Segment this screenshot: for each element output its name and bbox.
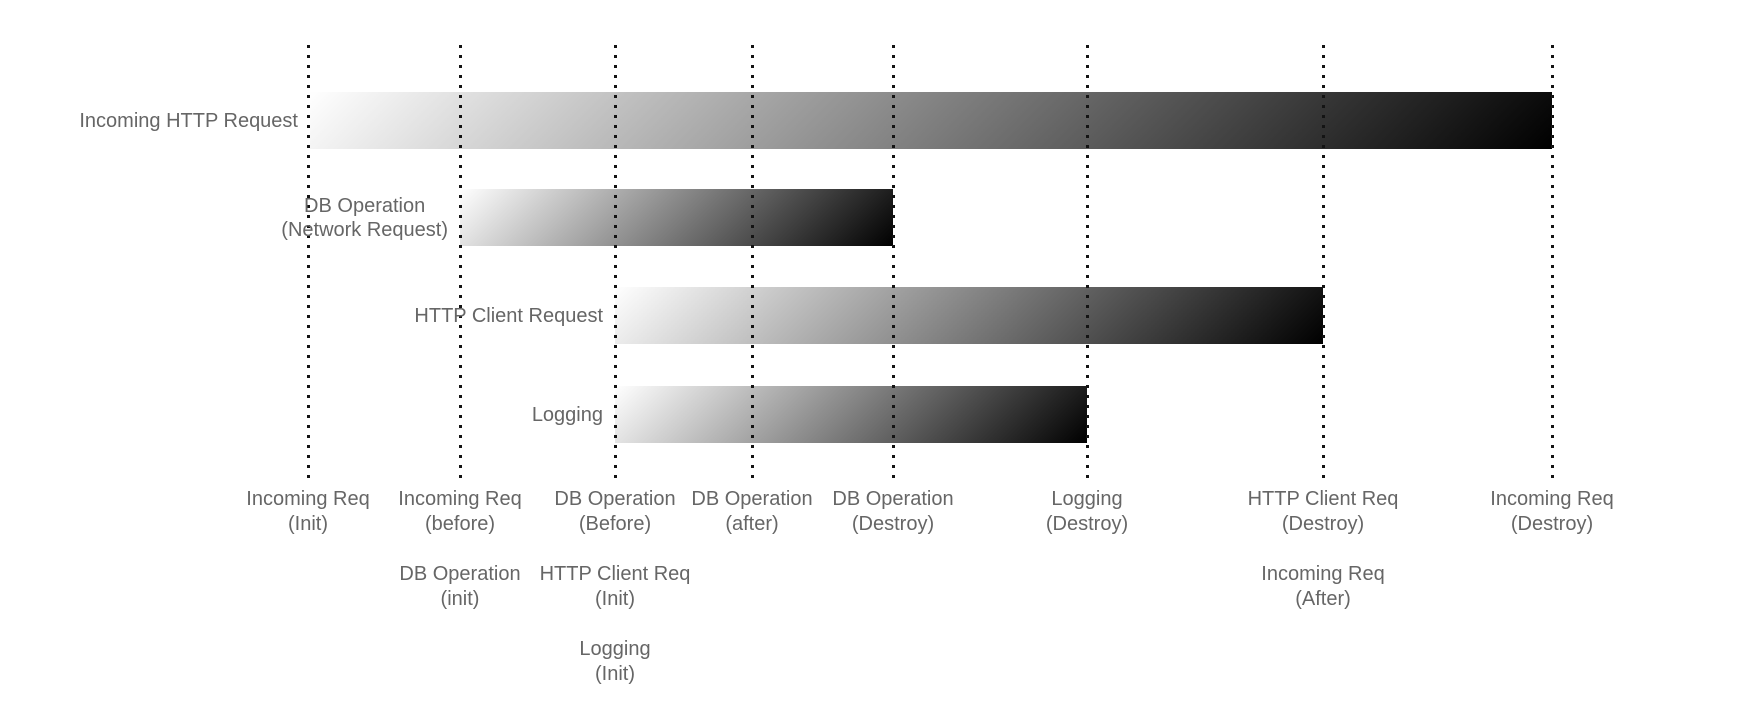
- row-label-http-client-request: HTTP Client Request: [414, 287, 603, 344]
- event-label-text: Logging: [1051, 488, 1123, 510]
- event-label-text: (Before): [578, 513, 652, 535]
- event-line-logging-destroy: [1086, 45, 1089, 480]
- row-label-text: HTTP Client Request: [414, 304, 603, 327]
- event-label-text: DB Operation: [399, 563, 521, 585]
- event-label-text: (Destroy): [1281, 513, 1365, 535]
- event-line-incoming-req-before: [459, 45, 462, 480]
- event-label-text: (before): [424, 513, 496, 535]
- row-label-text: Logging: [531, 403, 603, 426]
- row-label-text: DB Operation: [304, 194, 426, 217]
- row-label-incoming-http-request: Incoming HTTP Request: [79, 92, 298, 149]
- event-label-text: Incoming Req: [246, 488, 370, 510]
- event-label-http-client-req-destroy: HTTP Client Req (Destroy): [1248, 487, 1399, 537]
- event-label-incoming-req-before-1: DB Operation (init): [399, 562, 520, 612]
- event-label-text: (init): [440, 588, 480, 610]
- event-line-db-operation-after: [751, 45, 754, 480]
- span-bar-logging: [615, 386, 1087, 443]
- event-label-logging-destroy: Logging (Destroy): [1046, 487, 1128, 537]
- row-label-text: (Network Request): [281, 218, 448, 241]
- event-line-db-operation-before: [614, 45, 617, 480]
- row-label-db-operation-network-request: DB Operation (Network Request): [281, 189, 448, 246]
- event-label-text: DB Operation: [691, 488, 813, 510]
- event-label-text: (Init): [595, 663, 635, 685]
- event-label-incoming-req-before: Incoming Req (before): [398, 487, 521, 537]
- event-label-text: (Destroy): [1510, 513, 1594, 535]
- event-label-db-operation-before-2: Logging (Init): [579, 637, 650, 687]
- event-label-text: (after): [725, 513, 779, 535]
- event-label-text: (After): [1295, 588, 1351, 610]
- span-bar-db-operation-network-request: [460, 189, 893, 246]
- event-label-text: Incoming Req: [1261, 563, 1385, 585]
- event-line-incoming-req-init: [307, 45, 310, 480]
- event-label-db-operation-after: DB Operation (after): [691, 487, 812, 537]
- event-label-text: DB Operation: [554, 488, 676, 510]
- event-label-text: HTTP Client Req: [1247, 488, 1399, 510]
- event-label-db-operation-destroy: DB Operation (Destroy): [832, 487, 953, 537]
- event-label-text: (Init): [288, 513, 328, 535]
- event-label-text: (Destroy): [851, 513, 935, 535]
- event-label-text: Logging: [579, 638, 651, 660]
- row-label-text: Incoming HTTP Request: [79, 109, 298, 132]
- event-label-text: Incoming Req: [398, 488, 522, 510]
- event-label-text: (Destroy): [1045, 513, 1129, 535]
- row-label-logging: Logging: [532, 386, 603, 443]
- span-bar-incoming-http-request: [310, 92, 1552, 149]
- event-line-db-operation-destroy: [892, 45, 895, 480]
- event-label-db-operation-before: DB Operation (Before): [554, 487, 675, 537]
- event-label-http-client-req-destroy-1: Incoming Req (After): [1261, 562, 1384, 612]
- event-label-incoming-req-destroy: Incoming Req (Destroy): [1490, 487, 1613, 537]
- event-line-incoming-req-destroy: [1551, 45, 1554, 480]
- event-label-incoming-req-init: Incoming Req (Init): [246, 487, 369, 537]
- event-line-http-client-req-destroy: [1322, 45, 1325, 480]
- event-label-text: (Init): [594, 588, 635, 610]
- span-bar-http-client-request: [615, 287, 1323, 344]
- event-label-db-operation-before-1: HTTP Client Req (Init): [540, 562, 691, 612]
- event-label-text: HTTP Client Req: [539, 563, 691, 585]
- event-label-text: Incoming Req: [1490, 488, 1614, 510]
- event-label-text: DB Operation: [832, 488, 954, 510]
